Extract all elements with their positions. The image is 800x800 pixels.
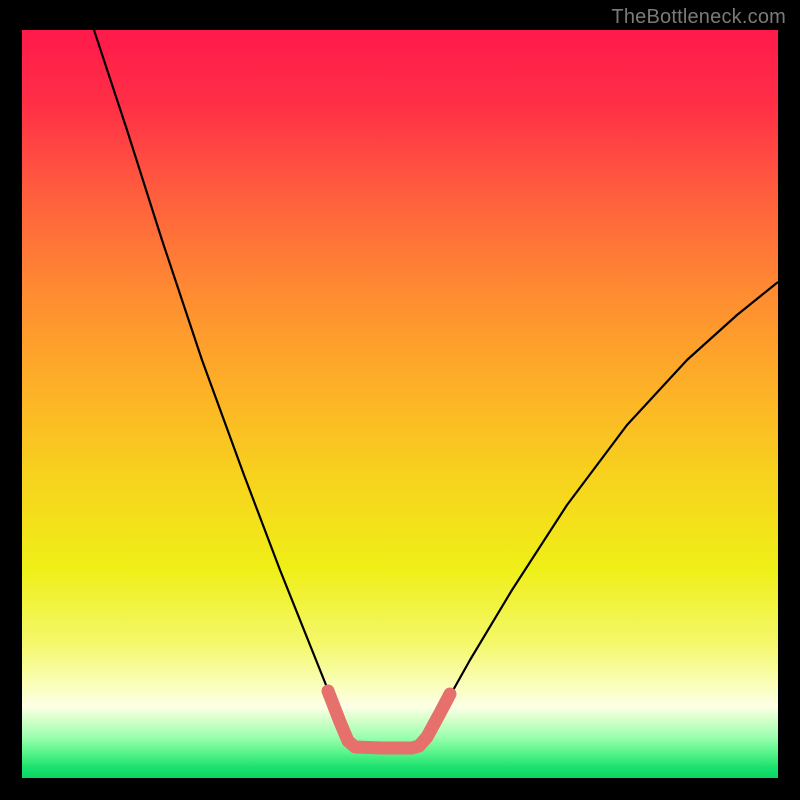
chart-container: TheBottleneck.com: [0, 0, 800, 800]
valley-highlight: [328, 691, 450, 748]
watermark-text: TheBottleneck.com: [611, 6, 786, 29]
bottleneck-curve: [94, 30, 778, 748]
curve-layer: [22, 30, 778, 778]
plot-frame: [22, 30, 778, 778]
